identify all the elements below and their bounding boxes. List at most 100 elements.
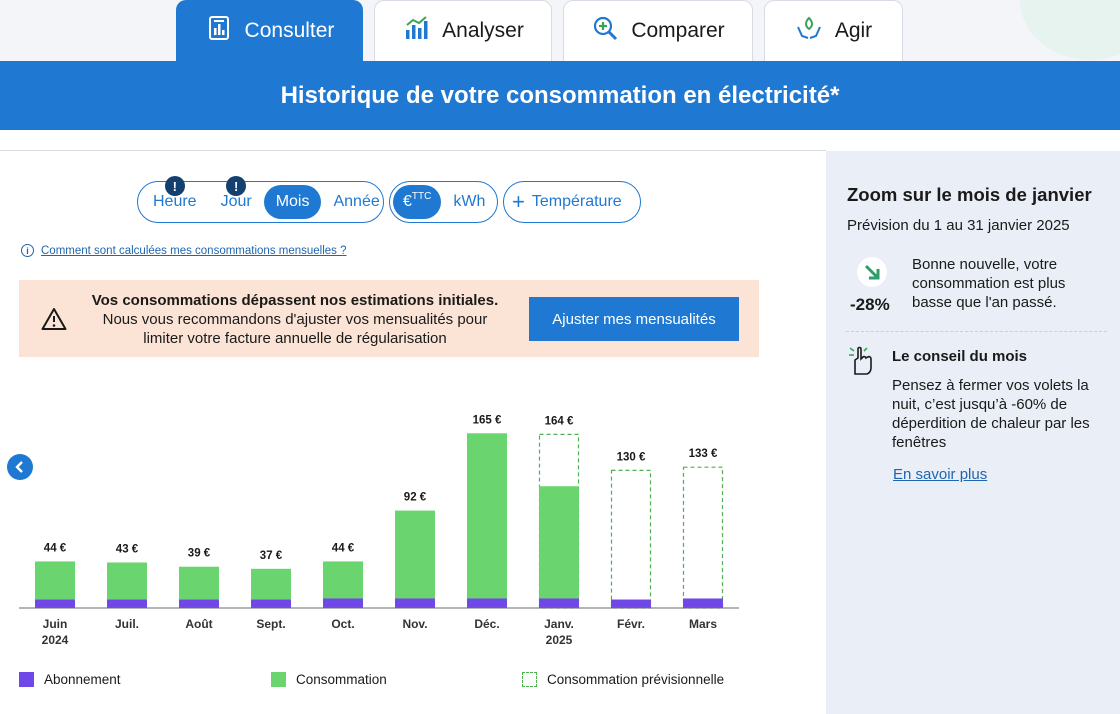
bar-value-label: 164 € [545,415,574,427]
tab-bar: Consulter Analyser Comparer Agir [0,0,1120,61]
tab-label: Consulter [244,19,335,42]
bar-abonnement [539,598,579,608]
bar-value-label: 133 € [689,448,718,460]
warning-icon [41,308,67,330]
panel-title: Zoom sur le mois de janvier [847,184,1092,205]
adjust-payments-button[interactable]: Ajuster mes mensualités [529,297,739,341]
magnifier-compare-icon [591,14,619,48]
bar-value-label: 43 € [116,543,139,555]
bar-value-label: 44 € [44,542,67,554]
x-tick-label: Juin [43,617,68,631]
month-zoom-panel: Zoom sur le mois de janvier Prévision du… [826,151,1120,714]
bar-consommation [467,433,507,599]
alert-body: Nous vous recommandons d'ajuster vos men… [102,311,488,347]
plus-icon: + [512,189,525,214]
tip-title: Le conseil du mois [892,348,1028,365]
bar-abonnement [683,598,723,608]
alert-text: Vos consommations dépassent nos estimati… [85,291,505,348]
bar-value-label: 130 € [617,451,646,463]
period-label: Mois [275,193,310,210]
bar-value-label: 39 € [188,548,211,560]
period-label: Jour [220,193,252,210]
temperature-button[interactable]: + Température [503,181,641,223]
tab-consulter[interactable]: Consulter [176,0,363,61]
info-link[interactable]: i Comment sont calculées mes consommatio… [21,244,347,257]
tab-analyser[interactable]: Analyser [374,0,552,61]
alert-badge: ! [164,176,185,196]
bar-consommation [107,562,147,600]
bar-abonnement [35,599,75,608]
legend-abonnement: Abonnement [19,672,121,687]
alert-title: Vos consommations dépassent nos estimati… [91,292,499,309]
bar-consommation [251,568,291,600]
bar-chart-icon [402,14,430,48]
x-tick-label: Août [185,617,212,631]
unit-euro-label: € [403,193,412,210]
legend-label: Consommation prévisionnelle [547,672,725,687]
alert-banner: Vos consommations dépassent nos estimati… [19,280,759,357]
tab-label: Analyser [442,19,524,42]
chevron-left-icon [15,461,23,473]
unit-kwh-label: kWh [453,193,486,210]
bar-abonnement [323,598,363,608]
legend-swatch [19,672,34,687]
period-heure[interactable]: ! Heure [141,176,209,219]
bar-value-label: 44 € [332,542,355,554]
bar-abonnement [611,599,651,608]
unit-selector: € TTC kWh [389,181,498,223]
legend-swatch [271,672,286,687]
period-jour[interactable]: ! Jour [209,176,264,219]
period-label: Heure [153,193,197,210]
divider [0,150,826,151]
consumption-chart: 44 € Juin 2024 43 € Juil. 39 € Août 37 € Sept. 44… [19,414,739,647]
x-tick-label: Déc. [474,617,499,631]
bar-abonnement [395,598,435,608]
bar-consommation [35,561,75,600]
tab-label: Agir [834,19,873,42]
bar-abonnement [251,599,291,608]
x-tick-year-label: 2024 [42,633,69,647]
x-tick-label: Oct. [331,617,354,631]
legend-consommation: Consommation [271,672,387,687]
tab-comparer[interactable]: Comparer [563,0,753,61]
period-mois[interactable]: Mois [263,185,322,219]
x-tick-label: Janv. [544,617,574,631]
x-tick-label: Nov. [402,617,427,631]
bar-abonnement [107,599,147,608]
bar-abonnement [467,598,507,608]
good-news-text: Bonne nouvelle, votre consommation est p… [912,256,1066,311]
tip-body: Pensez à fermer vos volets la nuit, c’es… [892,377,1090,451]
bar-value-label: 37 € [260,550,283,562]
unit-euro-sup: TTC [411,190,432,202]
bar-consommation [539,486,579,599]
learn-more-link[interactable]: En savoir plus [893,466,988,483]
trend-down-icon [857,257,887,287]
temperature-label: Température [531,193,622,210]
bar-value-label: 92 € [404,492,427,504]
bar-consommation [323,561,363,599]
bar-consommation [395,510,435,599]
period-annee[interactable]: Année [321,185,391,219]
legend-label: Abonnement [44,672,121,687]
tab-agir[interactable]: Agir [764,0,903,61]
divider [846,331,1107,332]
trend-percent: -28% [850,295,890,314]
x-tick-label: Févr. [617,617,645,631]
hand-tip-icon [849,346,872,375]
alert-badge: ! [226,176,247,196]
panel-subtitle: Prévision du 1 au 31 janvier 2025 [847,217,1070,234]
previous-period-button[interactable] [7,454,33,480]
decorative-circle [1020,0,1120,60]
x-tick-label: Sept. [256,617,285,631]
period-label: Année [333,193,380,210]
bar-value-label: 165 € [473,414,502,426]
unit-euro[interactable]: € TTC [393,185,442,219]
legend-swatch [522,672,537,687]
tab-label: Comparer [631,19,725,42]
hands-leaf-icon [795,14,823,48]
unit-kwh[interactable]: kWh [441,185,497,219]
x-tick-label: Mars [689,617,717,631]
page-title-banner: Historique de votre consommation en élec… [0,61,1120,130]
legend-label: Consommation [296,672,387,687]
bar-forecast [682,466,724,609]
